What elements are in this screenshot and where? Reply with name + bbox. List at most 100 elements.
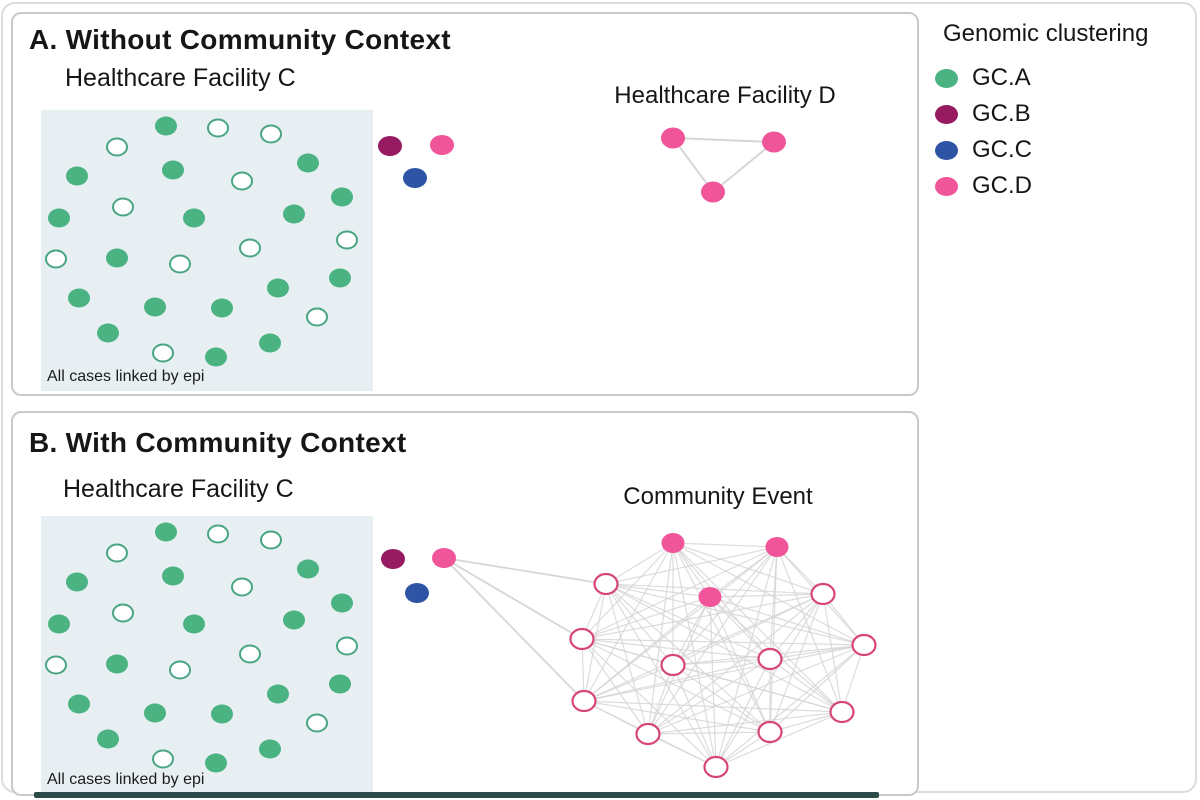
case-dot-gc-c (403, 168, 427, 188)
community-edge (647, 546, 778, 735)
case-dot-gc-a (97, 323, 119, 343)
legend-item-gc-d: GC.D (935, 172, 1197, 200)
community-edge (583, 700, 771, 733)
community-edge (709, 596, 865, 646)
community-edge (647, 711, 843, 735)
community-edge (715, 658, 771, 768)
facility-d-edge (672, 137, 714, 193)
case-dot-gc-a (211, 298, 233, 318)
community-edge (605, 583, 649, 735)
community-edge (715, 644, 865, 768)
case-dot-gc-a (48, 208, 70, 228)
community-edge (672, 542, 843, 713)
panel-a: A. Without Community Context Healthcare … (11, 12, 919, 396)
case-dot-unsequenced (260, 530, 282, 550)
case-dot-gc-a (211, 704, 233, 724)
case-dot-gc-a (297, 153, 319, 173)
community-edge (605, 546, 778, 585)
case-dot-unsequenced (207, 524, 229, 544)
community-edge (605, 542, 674, 585)
community-node-gc-d (698, 587, 722, 607)
community-edge (769, 658, 843, 713)
panel-b-canvas (41, 516, 877, 794)
facility-c-box (41, 110, 373, 391)
case-dot-gc-b (381, 549, 405, 569)
community-edge (709, 593, 824, 598)
community-edge (581, 638, 649, 735)
case-dot-unsequenced (336, 230, 358, 250)
community-node-unsequenced (571, 689, 597, 713)
community-edge (583, 644, 865, 702)
community-event-label: Community Event (623, 483, 813, 510)
facility-d-edge (672, 137, 775, 143)
legend-label-gc-a: GC.A (972, 64, 1031, 91)
legend-label-gc-b: GC.B (972, 100, 1031, 127)
case-dot-gc-b (378, 136, 402, 156)
case-dot-gc-a (183, 208, 205, 228)
panel-a-canvas (41, 110, 786, 391)
case-dot-gc-d (432, 548, 456, 568)
seed-link-edge (443, 557, 607, 585)
gc-b-dot-icon (935, 104, 958, 124)
case-dot-unsequenced (169, 660, 191, 680)
legend-label-gc-d: GC.D (972, 172, 1032, 199)
case-dot-gc-a (331, 593, 353, 613)
case-dot-gc-a (331, 187, 353, 207)
facility-d-node (661, 127, 685, 149)
community-edge (647, 731, 771, 735)
case-dot-gc-a (259, 739, 281, 759)
community-edge (769, 546, 778, 733)
community-node-unsequenced (851, 633, 877, 657)
case-dot-gc-a (48, 614, 70, 634)
community-node-unsequenced (810, 582, 836, 606)
case-dot-unsequenced (207, 118, 229, 138)
case-dot-gc-a (297, 559, 319, 579)
case-dot-unsequenced (152, 749, 174, 769)
case-dot-gc-a (68, 288, 90, 308)
case-dot-gc-a (283, 610, 305, 630)
case-dot-gc-a (144, 703, 166, 723)
cropped-content-strip (34, 792, 879, 798)
community-edge (769, 644, 865, 733)
community-edge (581, 638, 771, 733)
community-edge (822, 593, 843, 713)
case-dot-gc-a (106, 654, 128, 674)
seed-link-edge (443, 557, 585, 702)
case-dot-unsequenced (45, 655, 67, 675)
case-dot-gc-a (329, 674, 351, 694)
community-edge (672, 664, 717, 768)
facility-c-label-a: Healthcare Facility C (65, 64, 296, 92)
facility-c-label-b: Healthcare Facility C (63, 475, 294, 503)
epi-caption-b: All cases linked by epi (47, 771, 205, 788)
case-dot-gc-a (205, 753, 227, 773)
case-dot-unsequenced (106, 137, 128, 157)
community-edge (647, 593, 824, 735)
community-edge (583, 596, 711, 702)
community-edge (709, 596, 771, 733)
case-dot-gc-a (329, 268, 351, 288)
legend-label-gc-c: GC.C (972, 136, 1032, 163)
community-node-unsequenced (703, 755, 729, 779)
case-dot-unsequenced (45, 249, 67, 269)
community-node-gc-d (661, 533, 685, 553)
community-edge (581, 593, 824, 640)
case-dot-gc-a (162, 160, 184, 180)
community-edge (605, 583, 711, 598)
case-dot-gc-a (267, 278, 289, 298)
community-edge (605, 583, 674, 666)
case-dot-gc-a (155, 116, 177, 136)
community-edge (581, 542, 674, 640)
case-dot-unsequenced (152, 343, 174, 363)
community-edge (583, 664, 674, 702)
community-edge (672, 546, 778, 666)
community-edge (583, 593, 824, 702)
community-node-unsequenced (829, 700, 855, 724)
case-dot-gc-a (283, 204, 305, 224)
community-edge (583, 700, 843, 713)
facility-d-node (762, 131, 786, 153)
case-dot-unsequenced (239, 238, 261, 258)
case-dot-unsequenced (306, 713, 328, 733)
case-dot-gc-a (183, 614, 205, 634)
case-dot-gc-d (430, 135, 454, 155)
